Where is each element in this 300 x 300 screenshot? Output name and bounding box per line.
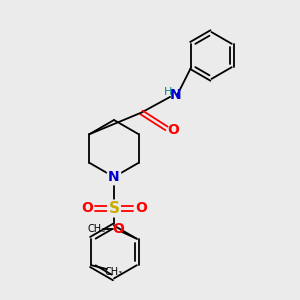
Text: O: O — [167, 123, 179, 137]
Text: H: H — [164, 87, 172, 97]
Text: N: N — [108, 170, 120, 184]
Text: CH₃: CH₃ — [105, 267, 123, 277]
Text: O: O — [135, 202, 147, 215]
Text: S: S — [109, 201, 119, 216]
Text: O: O — [112, 222, 124, 236]
Text: N: N — [170, 88, 181, 102]
Text: O: O — [81, 202, 93, 215]
Text: CH₃: CH₃ — [88, 224, 106, 234]
